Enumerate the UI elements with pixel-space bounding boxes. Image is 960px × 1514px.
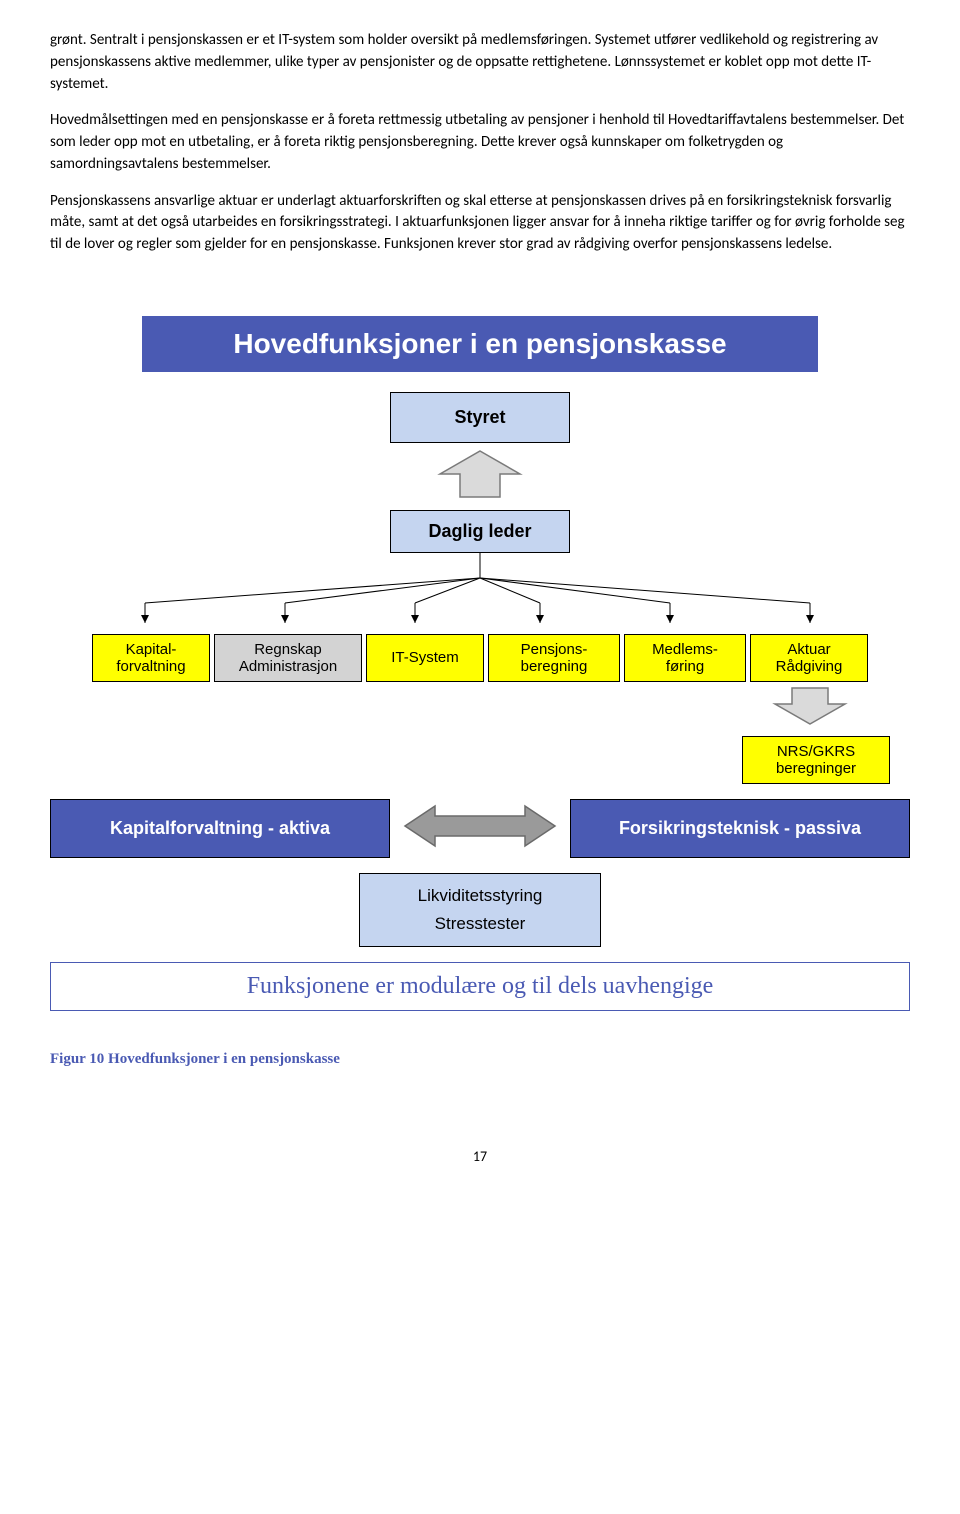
func-line2: beregning [493,658,615,675]
box-daglig-leder: Daglig leder [390,510,570,553]
diagram-title: Hovedfunksjoner i en pensjonskasse [142,316,818,372]
func-line1: Medlems- [629,641,741,658]
function-box-5: AktuarRådgiving [750,634,868,682]
function-box-0: Kapital-forvaltning [92,634,210,682]
box-likvid-stress: Likviditetsstyring Stresstester [359,873,601,947]
function-box-2: IT-System [366,634,484,682]
func-line1: Aktuar [755,641,863,658]
func-line1: Pensjons- [493,641,615,658]
connector-lines [50,553,910,628]
page-number: 17 [50,1148,910,1165]
func-line2: føring [629,658,741,675]
func-line1: Regnskap [219,641,357,658]
func-line2: forvaltning [97,658,205,675]
nrs-line1: NRS/GKRS [751,743,881,760]
paragraph-1: grønt. Sentralt i pensjonskassen er et I… [50,30,910,95]
nrs-line2: beregninger [751,760,881,777]
likvid-line1: Likviditetsstyring [360,882,600,910]
function-box-4: Medlems-føring [624,634,746,682]
box-styret: Styret [390,392,570,443]
box-kapitalforvaltning-aktiva: Kapitalforvaltning - aktiva [50,799,390,858]
function-box-1: RegnskapAdministrasjon [214,634,362,682]
function-row: Kapital-forvaltningRegnskapAdministrasjo… [50,634,910,682]
func-line1: IT-System [371,649,479,666]
function-box-3: Pensjons-beregning [488,634,620,682]
arrow-double-icon [400,801,560,856]
diagram-container: Hovedfunksjoner i en pensjonskasse Styre… [50,316,910,1011]
box-nrs-gkrs: NRS/GKRS beregninger [742,736,890,784]
arrow-down-to-nrs [50,686,910,726]
arrow-up-icon [50,449,910,504]
paragraph-2: Hovedmålsettingen med en pensjonskasse e… [50,110,910,175]
func-line2: Administrasjon [219,658,357,675]
func-line2: Rådgiving [755,658,863,675]
likvid-line2: Stresstester [360,910,600,938]
diagram-footer: Funksjonene er modulære og til dels uavh… [50,962,910,1011]
paragraph-3: Pensjonskassens ansvarlige aktuar er und… [50,191,910,256]
func-line1: Kapital- [97,641,205,658]
figure-caption: Figur 10 Hovedfunksjoner i en pensjonska… [50,1051,910,1068]
box-forsikringsteknisk-passiva: Forsikringsteknisk - passiva [570,799,910,858]
